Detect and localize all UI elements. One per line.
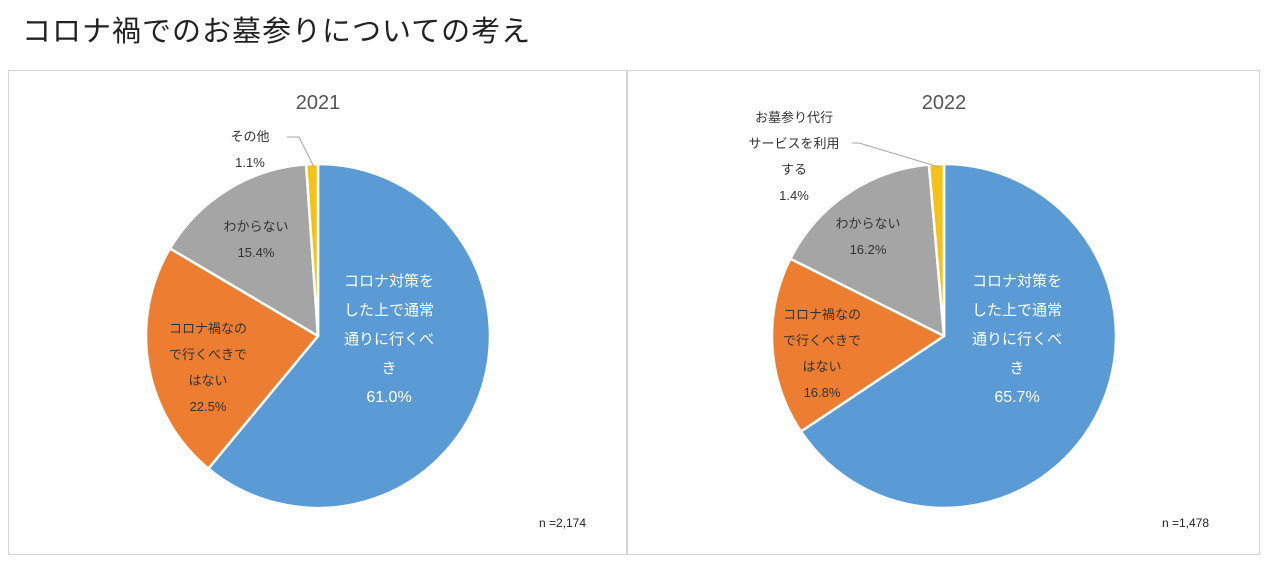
sample-size-label: n =1,478	[1161, 516, 1209, 530]
sample-size-label: n =2,174	[538, 516, 586, 530]
slice-label-line: する	[781, 163, 807, 178]
slice-label-line: した上で通常	[344, 301, 434, 319]
slice-value-label: 61.0%	[366, 389, 411, 406]
pie-slice-normal	[799, 162, 1118, 510]
chart-panel-2022: 2022 コロナ対策を した上で通常 通りに行くべき 65.7% コロナ禍なの で行くべきで…	[627, 70, 1260, 555]
slice-label-unknown: わからない 16.2%	[835, 217, 900, 257]
slice-label-line: した上で通常	[972, 301, 1062, 319]
pie-slice-unknown	[789, 163, 946, 338]
slice-label-line: き	[381, 359, 396, 377]
pie-slice-not_go	[144, 247, 320, 470]
slice-label-line: その他	[230, 130, 269, 145]
slice-label-line: はない	[802, 360, 841, 375]
slice-label-other: その他 1.1%	[230, 130, 269, 170]
page-title: コロナ禍でのお墓参りについての考え	[22, 14, 532, 48]
slice-label-line: で行くべきで	[169, 348, 247, 363]
slice-value-label: 22.5%	[190, 399, 227, 414]
slice-label-line: コロナ対策を	[344, 272, 434, 290]
slice-value-label: 16.2%	[850, 242, 887, 257]
slice-label-line: コロナ対策を	[972, 272, 1062, 290]
slice-label-line: で行くべきで	[783, 334, 861, 349]
slice-value-label: 15.4%	[238, 245, 275, 260]
slice-value-label: 1.4%	[779, 188, 809, 203]
slice-value-label: 16.8%	[804, 385, 841, 400]
pie-slice-normal	[207, 162, 492, 510]
slice-label-unknown: わからない 15.4%	[223, 220, 288, 260]
pie-slice-not_go	[770, 257, 946, 433]
slice-label-line: 通りに行くべ	[344, 330, 434, 348]
slice-label-line: サービスを利用	[748, 137, 839, 152]
chart-panel-2021: 2021 コロナ対策を した上で通常 通りに行くべき 61.0% コロナ禍なの で行くべきで…	[8, 70, 627, 555]
slice-value-label: 65.7%	[994, 389, 1039, 406]
pie-slice-other	[927, 162, 946, 338]
chart-title: 2021	[296, 92, 341, 114]
pie-slice-unknown	[168, 163, 320, 338]
slice-label-line: お墓参り代行	[755, 110, 833, 126]
leader-line	[287, 136, 315, 168]
slice-label-line: き	[1009, 359, 1024, 377]
slice-value-label: 1.1%	[235, 155, 265, 170]
slice-label-line: わからない	[223, 220, 288, 235]
slice-label-line: コロナ禍なの	[783, 307, 861, 323]
chart-title: 2022	[922, 92, 967, 114]
leader-line	[852, 142, 940, 168]
slice-label-line: わからない	[835, 217, 900, 232]
slice-label-line: コロナ禍なの	[169, 321, 247, 337]
slice-label-line: 通りに行くべ	[972, 330, 1062, 348]
slice-label-line: はない	[188, 374, 227, 389]
